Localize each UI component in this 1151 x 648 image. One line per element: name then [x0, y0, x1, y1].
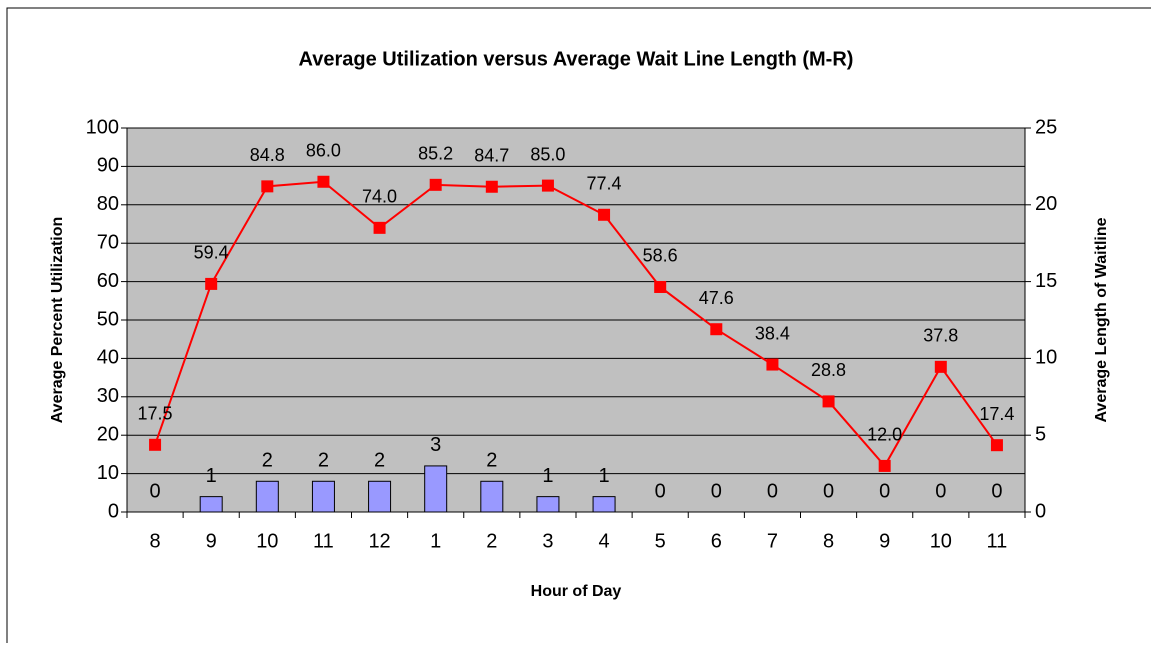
bar-value-label: 0 [655, 480, 666, 502]
x-tick-label: 4 [599, 530, 610, 552]
line-value-label: 84.7 [474, 146, 509, 166]
bar-value-label: 0 [711, 480, 722, 502]
line-value-label: 86.0 [306, 141, 341, 161]
line-value-label: 59.4 [194, 243, 229, 263]
x-tick-label: 8 [823, 530, 834, 552]
x-axis-title: Hour of Day [531, 583, 622, 600]
line-marker [878, 459, 891, 472]
line-value-label: 37.8 [923, 326, 958, 346]
y-tick-label: 20 [97, 423, 119, 445]
y2-tick-label: 0 [1035, 500, 1046, 522]
y2-tick-label: 20 [1035, 193, 1057, 215]
line-marker [766, 358, 779, 371]
bar [311, 480, 335, 513]
line [154, 180, 998, 468]
bar-value-label: 1 [206, 465, 217, 487]
x-tick-label: 5 [655, 530, 666, 552]
y-tick-label: 30 [97, 385, 119, 407]
bar [368, 480, 392, 513]
line-value-label: 38.4 [755, 323, 790, 343]
line-value-label: 77.4 [587, 174, 622, 194]
line-marker [822, 395, 835, 408]
line-marker [205, 277, 218, 290]
line-marker [598, 208, 611, 221]
x-tick-label: 10 [256, 530, 278, 552]
line-marker [934, 360, 947, 373]
bar-value-label: 0 [879, 480, 890, 502]
line-marker [429, 178, 442, 191]
y-tick-label: 70 [97, 231, 119, 253]
line-marker [373, 221, 386, 234]
line-value-label: 85.0 [530, 144, 565, 164]
line-marker [541, 179, 554, 192]
x-tick-label: 3 [542, 530, 553, 552]
y-tick-label: 0 [108, 500, 119, 522]
x-tick-label: 11 [313, 530, 334, 552]
x-tick-label: 8 [150, 530, 161, 552]
line-marker [654, 280, 667, 293]
y2-tick-label: 15 [1035, 270, 1057, 292]
line-marker [149, 438, 162, 451]
line-marker [317, 175, 330, 188]
y-axis-title: Average Percent Utilization [49, 217, 66, 424]
bar-value-label: 2 [486, 450, 497, 472]
line-value-label: 17.4 [979, 404, 1014, 424]
y-tick-label: 40 [97, 347, 119, 369]
x-tick-label: 9 [206, 530, 217, 552]
line-value-label: 12.0 [867, 425, 902, 445]
line-value-label: 47.6 [699, 288, 734, 308]
bar [480, 480, 504, 513]
y-tick-label: 10 [97, 462, 119, 484]
y-tick-label: 60 [97, 270, 119, 292]
line-marker [710, 323, 723, 336]
x-tick-label: 9 [879, 530, 890, 552]
y-tick-label: 100 [86, 116, 119, 138]
line-value-label: 84.8 [250, 145, 285, 165]
bar-value-label: 1 [599, 465, 610, 487]
y2-axis-title: Average Length of Waitline [1093, 217, 1110, 422]
bar-value-label: 0 [991, 480, 1002, 502]
bar-value-label: 0 [823, 480, 834, 502]
line-marker [990, 439, 1003, 452]
bar-value-label: 2 [262, 450, 273, 472]
bar-value-label: 0 [935, 480, 946, 502]
x-tick-label: 10 [930, 530, 952, 552]
x-tick-label: 1 [430, 530, 441, 552]
bar-value-label: 2 [374, 450, 385, 472]
bar [536, 496, 560, 513]
y2-tick-label: 5 [1035, 423, 1046, 445]
bar [424, 465, 448, 513]
y2-tick-label: 10 [1035, 347, 1057, 369]
y-tick-label: 50 [97, 308, 119, 330]
bar [199, 496, 223, 513]
bar-value-label: 3 [430, 434, 441, 456]
y2-tick-label: 25 [1035, 116, 1057, 138]
line-value-label: 74.0 [362, 187, 397, 207]
line-marker [261, 180, 274, 193]
line-marker [485, 180, 498, 193]
bar-value-label: 1 [542, 465, 553, 487]
line-value-label: 85.2 [418, 144, 453, 164]
x-tick-label: 7 [767, 530, 778, 552]
x-tick-label: 11 [987, 530, 1008, 552]
line-value-label: 58.6 [643, 246, 678, 266]
line-value-label: 17.5 [138, 404, 173, 424]
y-tick-label: 80 [97, 193, 119, 215]
x-tick-label: 2 [486, 530, 497, 552]
y-tick-label: 90 [97, 155, 119, 177]
bar-value-label: 2 [318, 450, 329, 472]
chart-title: Average Utilization versus Average Wait … [299, 48, 854, 70]
x-tick-label: 12 [368, 530, 390, 552]
bar [592, 496, 616, 513]
line-value-label: 28.8 [811, 360, 846, 380]
x-tick-label: 6 [711, 530, 722, 552]
bar-value-label: 0 [767, 480, 778, 502]
bar [255, 480, 279, 513]
bar-value-label: 0 [150, 480, 161, 502]
